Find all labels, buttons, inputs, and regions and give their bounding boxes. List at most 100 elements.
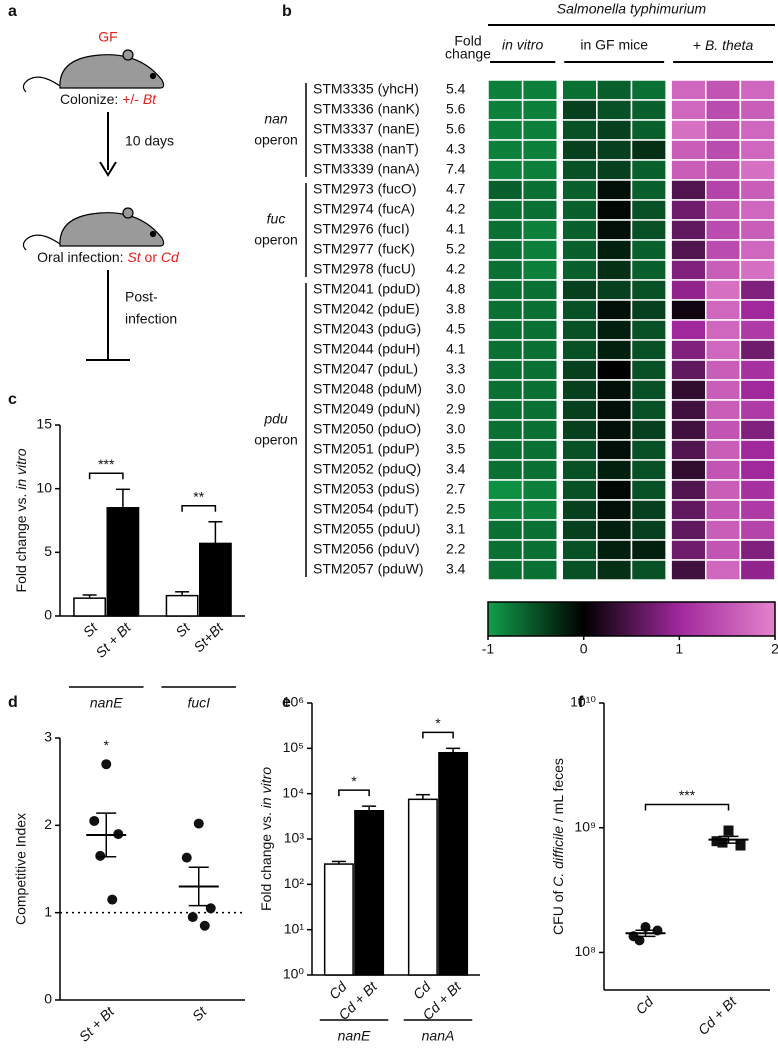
heatmap-cell	[596, 379, 633, 401]
fold-change: 4.2	[446, 261, 466, 277]
heatmap-cell	[561, 379, 598, 401]
heatmap-cell	[670, 399, 707, 421]
heatmap-cell	[596, 259, 633, 281]
operon-name: nan	[264, 111, 288, 127]
heatmap-cell	[670, 559, 707, 581]
heatmap-cell	[521, 159, 558, 181]
panel-letter: d	[8, 694, 18, 711]
heatmap-cell	[596, 519, 633, 541]
gene-label: STM2054 (pduT)	[313, 501, 419, 517]
heatmap-cell	[705, 519, 742, 541]
gene-label: STM2057 (pduW)	[313, 561, 423, 577]
heatmap-cell	[561, 399, 598, 421]
heatmap-cell	[630, 79, 667, 101]
heatmap-cell	[739, 139, 776, 161]
heatmap-cell	[521, 479, 558, 501]
heatmap-cell	[596, 139, 633, 161]
fold-change-header: change	[445, 46, 491, 62]
y-axis-label-part: Fold change vs.	[258, 808, 274, 911]
gene-label: STM2973 (fucO)	[313, 181, 416, 197]
fold-change: 7.4	[446, 161, 466, 177]
heatmap-cell	[561, 319, 598, 341]
heatmap-cell	[705, 379, 742, 401]
heatmap-cell	[670, 139, 707, 161]
point	[95, 850, 106, 861]
heatmap-cell	[561, 239, 598, 261]
heatmap-cell	[630, 159, 667, 181]
mouse-icon	[22, 49, 165, 93]
heatmap-cell	[596, 279, 633, 301]
colonize-text: Bt	[143, 91, 157, 107]
heatmap-cell	[670, 539, 707, 561]
heatmap-cell	[521, 279, 558, 301]
heatmap-cell	[739, 539, 776, 561]
fold-change-header: Fold	[454, 33, 481, 49]
heatmap-cell	[561, 99, 598, 121]
operon-suffix: operon	[254, 432, 298, 448]
colonize-text: +/-	[122, 91, 143, 107]
y-tick-label: 0	[44, 607, 52, 623]
heatmap-cell	[630, 279, 667, 301]
heatmap-cell	[739, 479, 776, 501]
heatmap-cell	[561, 119, 598, 141]
heatmap-cell	[630, 139, 667, 161]
y-axis-label-part: in vitro	[258, 767, 274, 808]
heatmap-cell	[521, 339, 558, 361]
x-tick-label: Cd	[326, 978, 351, 1003]
heatmap-cell	[705, 439, 742, 461]
colorbar-tick-label: -1	[482, 641, 495, 657]
heatmap-cell	[705, 119, 742, 141]
x-tick-label: St	[189, 1003, 210, 1024]
y-tick-label: 10⁰	[283, 966, 305, 982]
point	[193, 818, 204, 829]
heatmap-cell	[521, 219, 558, 241]
heatmap-cell	[670, 319, 707, 341]
column-group-label: in vitro	[502, 37, 543, 53]
heatmap-cell	[596, 159, 633, 181]
heatmap-cell	[561, 439, 598, 461]
heatmap-cell	[487, 439, 524, 461]
x-tick-label: St+Bt	[190, 619, 227, 656]
fold-change: 4.1	[446, 221, 466, 237]
heatmap-cell	[705, 239, 742, 261]
heatmap-cell	[521, 379, 558, 401]
heatmap-cell	[596, 399, 633, 421]
heatmap-cell	[521, 499, 558, 521]
heatmap-cell	[596, 359, 633, 381]
heatmap-cell	[739, 379, 776, 401]
heatmap-cell	[521, 239, 558, 261]
point	[711, 836, 722, 847]
y-axis-label-part: C. difficile	[550, 826, 566, 887]
heatmap-cell	[561, 559, 598, 581]
x-tick-label: St + Bt	[92, 619, 134, 661]
heatmap-cell	[670, 99, 707, 121]
y-tick-label: 10⁴	[282, 784, 304, 800]
heatmap-cell	[487, 419, 524, 441]
fold-change: 3.4	[446, 561, 466, 577]
heatmap-cell	[596, 439, 633, 461]
heatmap-cell	[739, 399, 776, 421]
heatmap-cell	[521, 519, 558, 541]
significance-label: *	[351, 773, 357, 789]
heatmap-cell	[561, 539, 598, 561]
heatmap-cell	[596, 539, 633, 561]
heatmap-cell	[487, 119, 524, 141]
heatmap-cell	[670, 219, 707, 241]
annotation: *	[104, 737, 110, 753]
gene-label: STM2052 (pduQ)	[313, 461, 421, 477]
heatmap-cell	[561, 459, 598, 481]
x-tick-label: St	[172, 619, 193, 640]
bar	[438, 751, 469, 976]
heatmap-cell	[630, 179, 667, 201]
colonize-text: Colonize:	[60, 91, 122, 107]
y-tick-label: 1	[44, 903, 52, 919]
y-axis-label: CFU of C. difficile / mL feces	[550, 758, 566, 935]
fold-change: 3.1	[446, 521, 466, 537]
x-tick-label: Cd	[410, 978, 435, 1003]
heatmap-cell	[705, 79, 742, 101]
heatmap-cell	[630, 439, 667, 461]
heatmap-cell	[561, 339, 598, 361]
heatmap-cell	[521, 459, 558, 481]
heatmap-cell	[561, 259, 598, 281]
